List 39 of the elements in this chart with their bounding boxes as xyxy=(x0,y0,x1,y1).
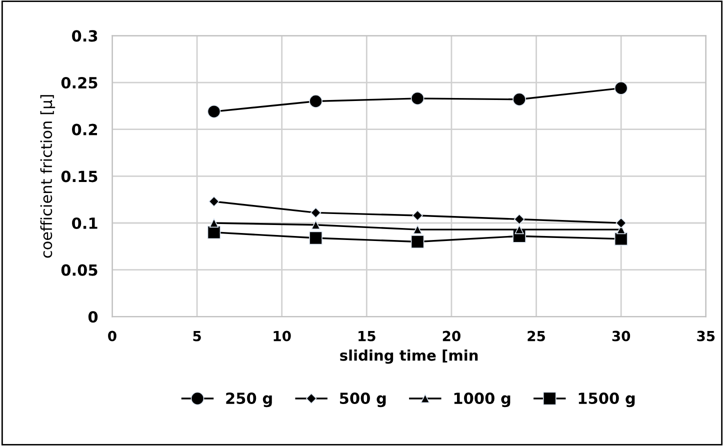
y-tick-label: 0.2 xyxy=(72,124,98,136)
x-tick-label: 0 xyxy=(108,330,116,342)
point xyxy=(512,92,526,106)
x-tick-label: 5 xyxy=(193,330,201,342)
x-tick-label: 20 xyxy=(442,330,460,342)
y-tick-label: 0.3 xyxy=(72,30,98,42)
point xyxy=(207,104,221,118)
point xyxy=(514,214,525,225)
point xyxy=(514,224,524,234)
x-tick-label: 15 xyxy=(358,330,376,342)
point xyxy=(616,218,626,228)
point xyxy=(208,196,220,207)
point xyxy=(410,92,424,106)
point xyxy=(310,207,322,218)
y-tick-label: 0.25 xyxy=(61,76,98,89)
legend-label: 500 g xyxy=(340,392,386,408)
x-tick-label: 35 xyxy=(697,330,715,342)
point xyxy=(412,210,423,221)
point xyxy=(207,226,221,240)
point xyxy=(614,81,628,95)
y-tick-label: 0.15 xyxy=(61,170,98,182)
x-tick-label: 25 xyxy=(528,330,545,342)
point xyxy=(311,220,320,230)
x-tick-label: 10 xyxy=(274,330,291,342)
point xyxy=(309,94,322,108)
x-axis-title: sliding time [min xyxy=(340,350,478,364)
point xyxy=(412,224,422,234)
point xyxy=(209,218,219,228)
y-tick-label: 0 xyxy=(88,311,98,323)
y-tick-label: 0.05 xyxy=(61,264,98,276)
y-tick-label: 0.1 xyxy=(72,217,98,230)
x-tick-label: 30 xyxy=(612,330,630,342)
point xyxy=(614,232,628,246)
point xyxy=(410,235,424,248)
point xyxy=(309,231,322,245)
legend-label: 250 g xyxy=(226,392,272,408)
legend-label: 1500 g xyxy=(578,392,635,408)
y-axis-title: coefficient friction [µ] xyxy=(40,95,56,258)
legend-label: 1000 g xyxy=(454,392,510,408)
